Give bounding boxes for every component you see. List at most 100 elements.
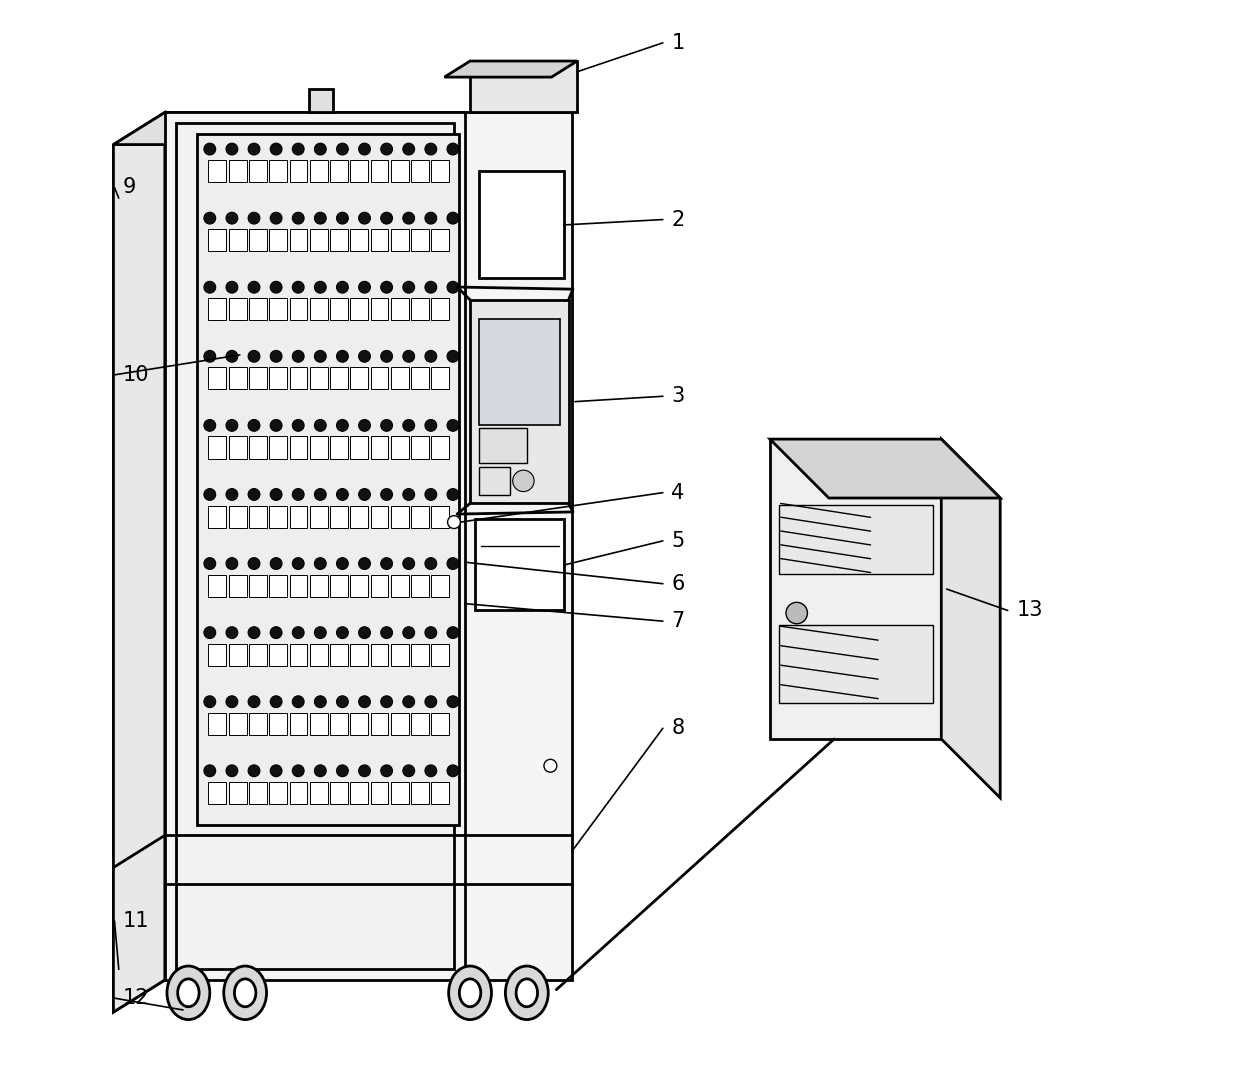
Bar	[475, 519, 564, 610]
Circle shape	[315, 488, 326, 500]
Bar	[371, 367, 388, 390]
Bar	[289, 782, 308, 804]
Circle shape	[448, 488, 459, 500]
Circle shape	[226, 696, 238, 708]
Ellipse shape	[449, 966, 491, 1020]
Circle shape	[425, 420, 436, 432]
Bar	[310, 506, 327, 528]
Bar	[269, 782, 288, 804]
Bar	[228, 506, 247, 528]
Bar	[391, 161, 409, 182]
Bar	[412, 161, 429, 182]
Bar	[228, 437, 247, 458]
Text: 13: 13	[1017, 601, 1043, 620]
Circle shape	[293, 212, 304, 224]
Circle shape	[358, 350, 371, 362]
Circle shape	[248, 488, 260, 500]
Bar	[391, 575, 409, 597]
Bar	[269, 506, 288, 528]
Bar	[391, 644, 409, 666]
Circle shape	[448, 420, 459, 432]
Bar	[432, 506, 449, 528]
Circle shape	[358, 765, 371, 776]
Circle shape	[248, 696, 260, 708]
Ellipse shape	[177, 979, 200, 1007]
Circle shape	[226, 488, 238, 500]
Circle shape	[203, 627, 216, 638]
Ellipse shape	[506, 966, 548, 1020]
Circle shape	[248, 420, 260, 432]
Circle shape	[226, 212, 238, 224]
Ellipse shape	[167, 966, 210, 1020]
Circle shape	[358, 282, 371, 293]
Bar	[412, 575, 429, 597]
Circle shape	[293, 558, 304, 570]
Bar	[371, 644, 388, 666]
Circle shape	[336, 765, 348, 776]
Circle shape	[293, 350, 304, 362]
Circle shape	[336, 558, 348, 570]
Circle shape	[203, 420, 216, 432]
Circle shape	[425, 282, 436, 293]
Circle shape	[358, 696, 371, 708]
Bar	[479, 428, 527, 463]
Bar	[289, 161, 308, 182]
Bar	[228, 644, 247, 666]
Circle shape	[403, 144, 414, 155]
Circle shape	[358, 212, 371, 224]
Bar	[269, 299, 288, 320]
Bar	[432, 367, 449, 390]
Circle shape	[270, 765, 281, 776]
Bar	[330, 367, 348, 390]
Bar	[350, 782, 368, 804]
Circle shape	[448, 350, 459, 362]
Bar	[412, 229, 429, 252]
Bar	[228, 782, 247, 804]
Circle shape	[786, 602, 807, 623]
Bar	[310, 782, 327, 804]
Bar	[269, 437, 288, 458]
Bar	[269, 367, 288, 390]
Bar	[412, 644, 429, 666]
Bar	[208, 437, 227, 458]
Bar	[269, 644, 288, 666]
Bar	[310, 437, 327, 458]
Bar	[289, 644, 308, 666]
Bar	[412, 713, 429, 735]
Bar	[371, 299, 388, 320]
Circle shape	[226, 144, 238, 155]
Bar	[197, 134, 459, 825]
Bar	[310, 575, 327, 597]
Circle shape	[381, 144, 393, 155]
Circle shape	[315, 627, 326, 638]
Circle shape	[226, 350, 238, 362]
Circle shape	[203, 696, 216, 708]
Bar	[432, 782, 449, 804]
Circle shape	[425, 696, 436, 708]
Bar	[432, 644, 449, 666]
Bar	[289, 575, 308, 597]
Bar	[310, 299, 327, 320]
Bar	[310, 89, 334, 112]
Circle shape	[203, 765, 216, 776]
Circle shape	[336, 488, 348, 500]
Bar	[391, 299, 409, 320]
Circle shape	[270, 627, 281, 638]
Bar	[371, 161, 388, 182]
Bar	[208, 506, 227, 528]
Bar	[269, 713, 288, 735]
Bar	[350, 575, 368, 597]
Circle shape	[403, 488, 414, 500]
Circle shape	[336, 627, 348, 638]
Circle shape	[203, 558, 216, 570]
Bar	[330, 782, 348, 804]
Bar	[371, 437, 388, 458]
Bar	[371, 782, 388, 804]
Circle shape	[358, 488, 371, 500]
Bar	[330, 506, 348, 528]
Bar	[412, 782, 429, 804]
Circle shape	[403, 420, 414, 432]
Bar	[208, 299, 227, 320]
Text: 11: 11	[123, 911, 150, 931]
Bar	[391, 367, 409, 390]
